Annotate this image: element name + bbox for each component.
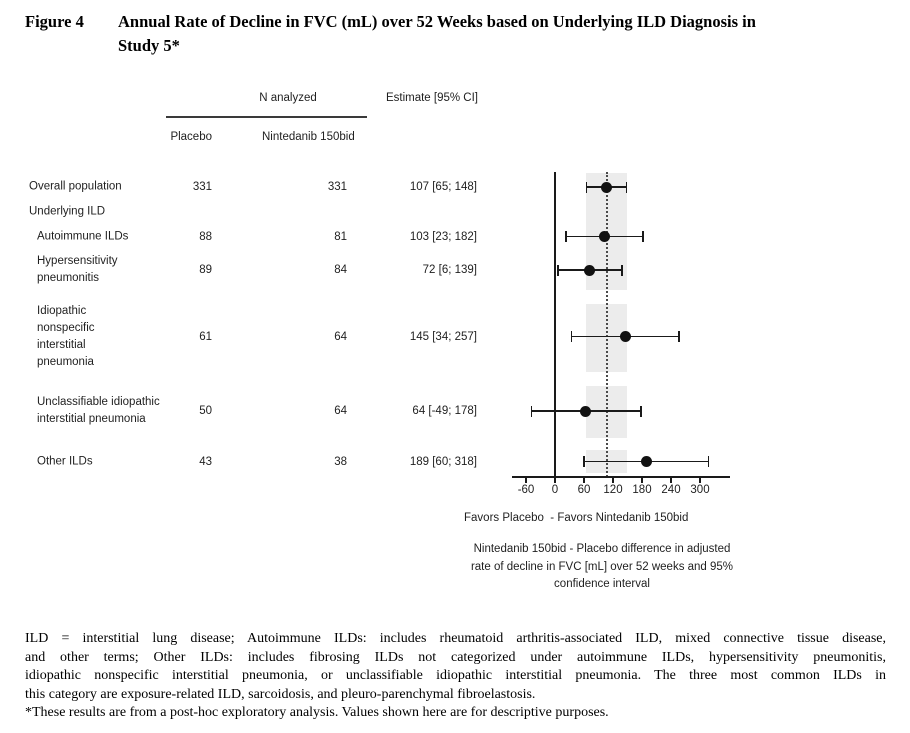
table-row: Idiopathic nonspecific interstitial pneu… [25,303,480,370]
forest-dot [601,181,613,193]
error-bar-cap-right [625,181,628,193]
x-axis-caption-line-1: Nintedanib 150bid - Placebo difference i… [473,543,731,555]
n-nintedanib-value: 38 [334,456,347,468]
estimate-ci-value: 145 [34; 257] [409,330,477,343]
section-label: Underlying ILD [29,205,106,218]
x-tick-label: 60 [577,484,591,496]
forest-dot [640,456,652,467]
error-bar-cap-right [642,231,644,242]
table-row: Overall population 331 331 107 [65; 148] [25,174,480,200]
table-row: Hypersensitivity pneumonitis 89 84 72 [6… [25,252,480,288]
x-axis-caption-line-3: confidence interval [554,578,650,590]
estimate-ci-value: 189 [60; 318] [409,456,477,468]
zero-reference-line [554,172,556,477]
n-nintedanib-value: 64 [334,330,347,343]
error-bar-cap-right [678,331,680,342]
error-bar-cap-left [557,264,559,276]
footnote: ILD = interstitial lung disease; Autoimm… [25,630,886,723]
footnote-line: and other terms; Other ILDs: includes fi… [25,649,886,665]
x-axis-tick [699,477,701,483]
table-row: Other ILDs 43 38 189 [60; 318] [25,449,480,475]
error-bar-cap-right [621,264,623,276]
x-axis-tick [525,477,527,483]
x-tick-label: 0 [551,484,559,496]
n-placebo-value: 61 [199,330,212,343]
row-label: Unclassifiable idiopathic interstitial p… [37,396,160,425]
row-label: Autoimmune ILDs [37,230,129,243]
row-label: Idiopathic nonspecific interstitial pneu… [37,304,95,368]
forest-dot [584,264,596,276]
footnote-line: idiopathic nonspecific interstitial pneu… [25,668,886,683]
figure-title-line-2: Study 5* [118,36,180,55]
error-bar-cap-left [565,231,567,242]
x-tick-label: -60 [517,484,535,496]
column-header-estimate: Estimate [95% CI] [385,92,478,104]
row-label: Hypersensitivity pneumonitis [37,255,118,284]
x-axis-tick [670,477,672,483]
error-bar-cap-left [585,181,588,193]
n-placebo-value: 89 [199,264,212,276]
table-row: Autoimmune ILDs 88 81 103 [23; 182] [25,224,480,250]
error-bar-cap-right [707,456,710,467]
favors-direction-label: Favors Placebo - Favors Nintedanib 150bi… [464,512,689,524]
table-row: Unclassifiable idiopathic interstitial p… [25,386,480,436]
column-header-nintedanib: Nintedanib 150bid [262,131,355,143]
estimate-ci-value: 72 [6; 139] [422,264,477,276]
x-axis-tick [554,477,556,483]
overall-estimate-dotted-line [605,172,608,477]
n-placebo-value: 331 [192,181,212,193]
column-group-header-n-analyzed: N analyzed [259,92,317,104]
x-tick-label: 180 [632,484,652,496]
estimate-ci-value: 64 [-49; 178] [412,405,477,417]
footnote-line: this category are exposure-related ILD, … [25,686,536,702]
n-nintedanib-value: 84 [334,264,347,276]
x-axis-caption: Nintedanib 150bid - Placebo difference i… [452,541,752,594]
x-axis-tick [612,477,614,483]
x-axis-caption-line-2: rate of decline in FVC [mL] over 52 week… [470,560,734,573]
figure-title-text: Annual Rate of Decline in FVC (mL) over … [118,10,756,58]
forest-dot [580,405,592,417]
x-axis-tick [641,477,643,483]
x-tick-label: 240 [661,484,681,496]
estimate-ci-value: 107 [65; 148] [409,181,477,193]
section-row: Underlying ILD [25,203,480,221]
row-label: Other ILDs [37,455,93,468]
footnote-asterisk-line: *These results are from a post-hoc explo… [25,705,609,720]
n-placebo-value: 88 [199,231,212,243]
error-bar-cap-left [583,456,585,467]
forest-dot [599,231,611,242]
n-nintedanib-value: 331 [327,181,347,193]
x-tick-label: 300 [690,484,710,496]
footnote-line: ILD = interstitial lung disease; Autoimm… [25,631,886,646]
n-analyzed-underline [166,116,367,118]
column-header-placebo: Placebo [170,131,212,143]
forest-dot [619,331,631,342]
figure-label: Figure 4 [25,12,84,31]
row-label: Overall population [29,180,122,193]
n-nintedanib-value: 81 [334,231,347,243]
error-bar-cap-left [530,405,533,417]
figure-title-line-1: Annual Rate of Decline in FVC (mL) over … [118,12,756,31]
n-nintedanib-value: 64 [334,405,347,417]
x-tick-label: 120 [603,484,623,496]
error-bar-cap-left [570,331,573,342]
error-bar-cap-right [640,405,642,417]
x-axis-line [512,476,730,478]
figure-title: Figure 4 Annual Rate of Decline in FVC (… [25,10,887,58]
n-placebo-value: 43 [199,456,212,468]
x-axis-tick [583,477,585,483]
estimate-ci-value: 103 [23; 182] [409,231,477,243]
n-placebo-value: 50 [199,405,212,417]
